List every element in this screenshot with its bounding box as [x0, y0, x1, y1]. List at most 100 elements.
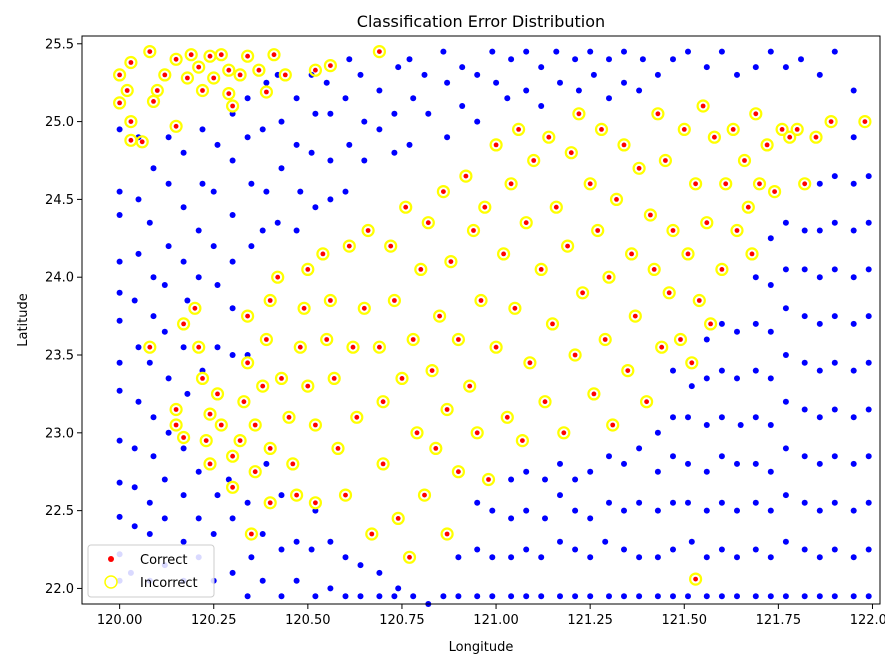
incorrect-point [534, 262, 548, 276]
correct-point [850, 320, 857, 327]
correct-point [406, 141, 413, 148]
correct-point [718, 367, 725, 374]
correct-point [718, 414, 725, 421]
incorrect-point [169, 52, 183, 66]
correct-point [244, 593, 251, 600]
incorrect-point [594, 122, 609, 136]
correct-point [654, 507, 661, 514]
incorrect-point-core [218, 52, 224, 58]
correct-point [376, 569, 383, 576]
incorrect-point-core [730, 126, 736, 132]
correct-point [685, 48, 691, 55]
correct-point [703, 593, 710, 600]
correct-point [688, 538, 695, 545]
incorrect-point-core [264, 337, 269, 342]
incorrect-point-core [493, 142, 499, 148]
correct-point [293, 95, 300, 102]
correct-point [831, 359, 838, 366]
incorrect-point-core [192, 305, 198, 311]
incorrect-point-core [708, 321, 713, 327]
incorrect-point [752, 177, 767, 191]
correct-point [865, 219, 872, 226]
incorrect-point-core [181, 321, 187, 327]
incorrect-point [346, 340, 360, 354]
incorrect-point [583, 177, 597, 191]
correct-point [489, 48, 496, 55]
correct-point [116, 317, 123, 324]
correct-point [831, 48, 838, 55]
incorrect-point [387, 293, 401, 308]
incorrect-point [436, 185, 450, 199]
correct-point [259, 577, 266, 584]
correct-point [523, 593, 530, 600]
incorrect-point [365, 527, 379, 541]
incorrect-point-core [448, 259, 454, 264]
correct-point [557, 79, 563, 86]
correct-point [636, 445, 643, 452]
incorrect-point-core [260, 383, 266, 389]
correct-point [523, 546, 530, 553]
correct-point [508, 554, 515, 561]
incorrect-point-core [478, 298, 484, 303]
incorrect-point [463, 379, 477, 393]
incorrect-point [376, 395, 390, 409]
correct-point [410, 593, 417, 600]
correct-point [831, 219, 838, 226]
incorrect-point [143, 340, 157, 354]
correct-point [489, 554, 496, 561]
incorrect-point [790, 122, 804, 136]
correct-point [767, 328, 774, 335]
correct-point [131, 297, 138, 304]
incorrect-point-core [546, 134, 552, 140]
correct-point [308, 149, 315, 156]
incorrect-point [112, 68, 127, 82]
correct-point [654, 429, 661, 436]
correct-point [342, 188, 349, 195]
incorrect-point [233, 434, 247, 448]
correct-point [606, 593, 612, 600]
incorrect-point-core [117, 72, 122, 78]
incorrect-point-core [207, 53, 213, 59]
incorrect-point [267, 48, 281, 62]
incorrect-point-core [471, 228, 476, 233]
incorrect-point-core [772, 189, 777, 195]
incorrect-point-core [117, 100, 122, 106]
incorrect-point-core [139, 139, 145, 145]
incorrect-point-core [414, 430, 420, 436]
incorrect-point-core [343, 492, 348, 498]
correct-point [553, 48, 560, 55]
correct-point [312, 110, 319, 117]
incorrect-point-core [151, 99, 156, 104]
incorrect-point [241, 356, 255, 370]
correct-point [752, 414, 759, 421]
incorrect-point [402, 550, 417, 564]
incorrect-point [248, 465, 262, 479]
correct-point [444, 134, 451, 141]
correct-point [474, 546, 481, 553]
correct-point [767, 468, 774, 475]
incorrect-point [226, 449, 240, 463]
incorrect-point [271, 270, 285, 284]
incorrect-point [688, 572, 703, 586]
incorrect-point [376, 457, 390, 471]
incorrect-point [621, 364, 635, 378]
correct-point [116, 289, 123, 296]
y-tick-label: 23.0 [45, 426, 74, 441]
incorrect-point [775, 122, 789, 136]
correct-point [274, 219, 281, 226]
incorrect-point [184, 48, 198, 62]
correct-point [850, 460, 857, 467]
correct-point [557, 593, 563, 600]
incorrect-point-core [625, 368, 631, 373]
correct-point [850, 507, 857, 514]
correct-point [734, 375, 740, 382]
incorrect-point-core [587, 181, 593, 187]
incorrect-point-core [181, 435, 187, 440]
legend-incorrect-label: Incorrect [140, 576, 198, 591]
incorrect-point-core [580, 290, 585, 296]
incorrect-point-core [734, 228, 740, 233]
correct-point [831, 453, 838, 460]
correct-point [621, 79, 627, 86]
y-tick-label: 23.5 [45, 349, 74, 364]
incorrect-point [639, 395, 654, 409]
